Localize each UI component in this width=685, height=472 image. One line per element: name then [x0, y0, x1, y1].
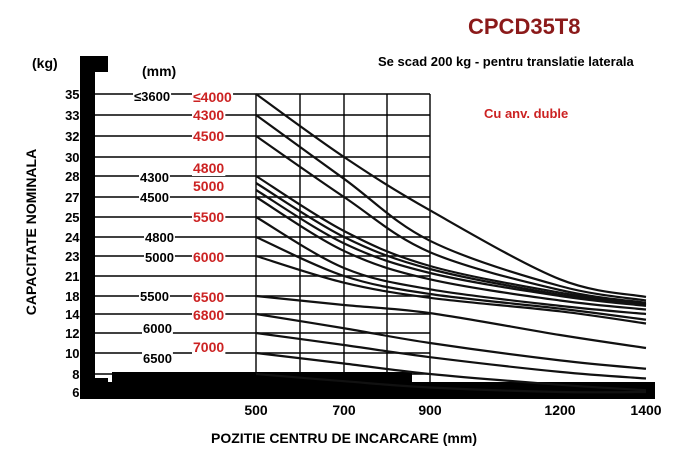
lift-height-label: 6500 [193, 289, 224, 305]
y-tick-label: 2300 [65, 249, 94, 264]
lift-height-label-bg [192, 249, 226, 265]
chart-title: CPCD35T8 [468, 14, 580, 39]
capacity-curve [255, 216, 647, 316]
lift-height-label-bg [139, 289, 170, 304]
y-tick-label: 3200 [65, 129, 94, 144]
lift-height-label: 5000 [193, 178, 224, 194]
height-labels: ≤3600 ≤4000 4300 4500 4800 4300 5000 4500 5500 48… [133, 89, 234, 366]
capacity-curve [255, 312, 647, 370]
y-tick-label: 2450 [65, 230, 94, 245]
y-tick-label: 1400 [65, 307, 94, 322]
capacity-curve [255, 135, 647, 304]
lift-height-label: 5500 [193, 209, 224, 225]
y-tick-label: 1000 [65, 346, 94, 361]
variant-label: Cu anv. duble [484, 106, 568, 121]
lift-height-label-bg [144, 230, 175, 245]
y-tick-label: 3500 [65, 87, 94, 102]
capacity-curve [255, 175, 647, 306]
y-axis-label: CAPACITATE NOMINALA [23, 149, 39, 315]
y-tick-label: 1800 [65, 289, 94, 304]
lift-height-label: 5000 [145, 250, 174, 265]
y-tick-label: 2550 [65, 210, 94, 225]
y-tick-label: 2850 [65, 169, 94, 184]
capacity-curve [255, 294, 647, 350]
x-axis-label: POZITIE CENTRU DE INCARCARE (mm) [211, 430, 477, 446]
lift-height-label: 4800 [193, 160, 224, 176]
capacity-curve [255, 182, 647, 307]
lift-height-label-bg [144, 250, 175, 265]
x-tick-label: 1400 [630, 402, 661, 418]
capacity-curve [255, 189, 647, 307]
lift-height-label-bg [192, 107, 226, 123]
lift-height-label: 7000 [193, 339, 224, 355]
lift-height-label: 6500 [143, 351, 172, 366]
x-tick-label: 1200 [544, 402, 575, 418]
capacity-curve [255, 235, 647, 321]
y-tick-label: 2700 [65, 190, 94, 205]
lift-height-label: 4500 [193, 128, 224, 144]
y-tick-label: 1200 [65, 326, 94, 341]
curves [255, 93, 647, 394]
y-tick-label: 3000 [65, 150, 94, 165]
capacity-curve [255, 114, 647, 302]
y-tick-label: 800 [72, 367, 94, 382]
lift-height-label-bg [192, 160, 226, 176]
x-tick-label: 700 [332, 402, 356, 418]
y-tick-label: 600 [72, 385, 94, 400]
lift-height-label: 6800 [193, 307, 224, 323]
lift-height-label-bg [192, 209, 226, 225]
frame-tab [112, 372, 412, 382]
lift-height-label: 5500 [140, 289, 169, 304]
capacity-curve [255, 331, 647, 380]
lift-height-label: 4500 [140, 190, 169, 205]
x-tick-label: 900 [418, 402, 442, 418]
lift-height-label: 6000 [143, 321, 172, 336]
lift-height-label-bg [142, 351, 173, 366]
lift-height-label: 4300 [193, 107, 224, 123]
reference-lines [95, 93, 256, 393]
lift-height-label: 4800 [145, 230, 174, 245]
capacity-curve [255, 196, 647, 311]
capacity-curve [255, 93, 647, 298]
capacity-curve [255, 254, 647, 325]
lift-height-label: 4300 [140, 170, 169, 185]
y-unit-label: (kg) [32, 55, 58, 71]
x-tick-label: 500 [244, 402, 268, 418]
capacity-curve [255, 351, 647, 392]
y-tick-label: 3350 [65, 108, 94, 123]
chart-note: Se scad 200 kg - pentru translatie later… [378, 54, 635, 69]
lift-height-label: ≤3600 [134, 89, 170, 104]
lift-height-label-bg [139, 170, 170, 185]
y-tick-labels: 3500 3350 3200 3000 2850 2700 2550 2450 2300 2100… [65, 87, 94, 400]
x-tick-labels: 500 700 900 1200 1400 [244, 402, 661, 418]
lift-height-label-bg [192, 89, 234, 105]
lift-height-label-bg [192, 289, 226, 305]
y-tick-label: 2100 [65, 269, 94, 284]
lift-height-label-bg [192, 307, 226, 323]
lift-height-label: ≤4000 [193, 89, 232, 105]
lift-height-label: 6000 [193, 249, 224, 265]
lift-height-label-bg [142, 321, 173, 336]
lift-height-label-bg [192, 128, 226, 144]
lift-height-label-bg [192, 178, 226, 194]
lift-height-label-bg [192, 339, 226, 355]
lift-height-label-bg [139, 190, 170, 205]
lift-height-label-bg [133, 89, 172, 104]
capacity-curve [255, 372, 647, 394]
height-unit-label: (mm) [142, 63, 176, 79]
